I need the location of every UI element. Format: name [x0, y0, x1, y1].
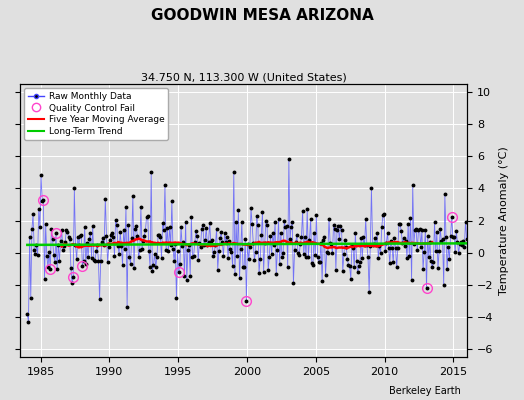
Text: Berkeley Earth: Berkeley Earth — [389, 386, 461, 396]
Text: GOODWIN MESA ARIZONA: GOODWIN MESA ARIZONA — [150, 8, 374, 23]
Title: 34.750 N, 113.300 W (United States): 34.750 N, 113.300 W (United States) — [140, 73, 346, 83]
Y-axis label: Temperature Anomaly (°C): Temperature Anomaly (°C) — [499, 146, 509, 295]
Legend: Raw Monthly Data, Quality Control Fail, Five Year Moving Average, Long-Term Tren: Raw Monthly Data, Quality Control Fail, … — [25, 88, 168, 140]
